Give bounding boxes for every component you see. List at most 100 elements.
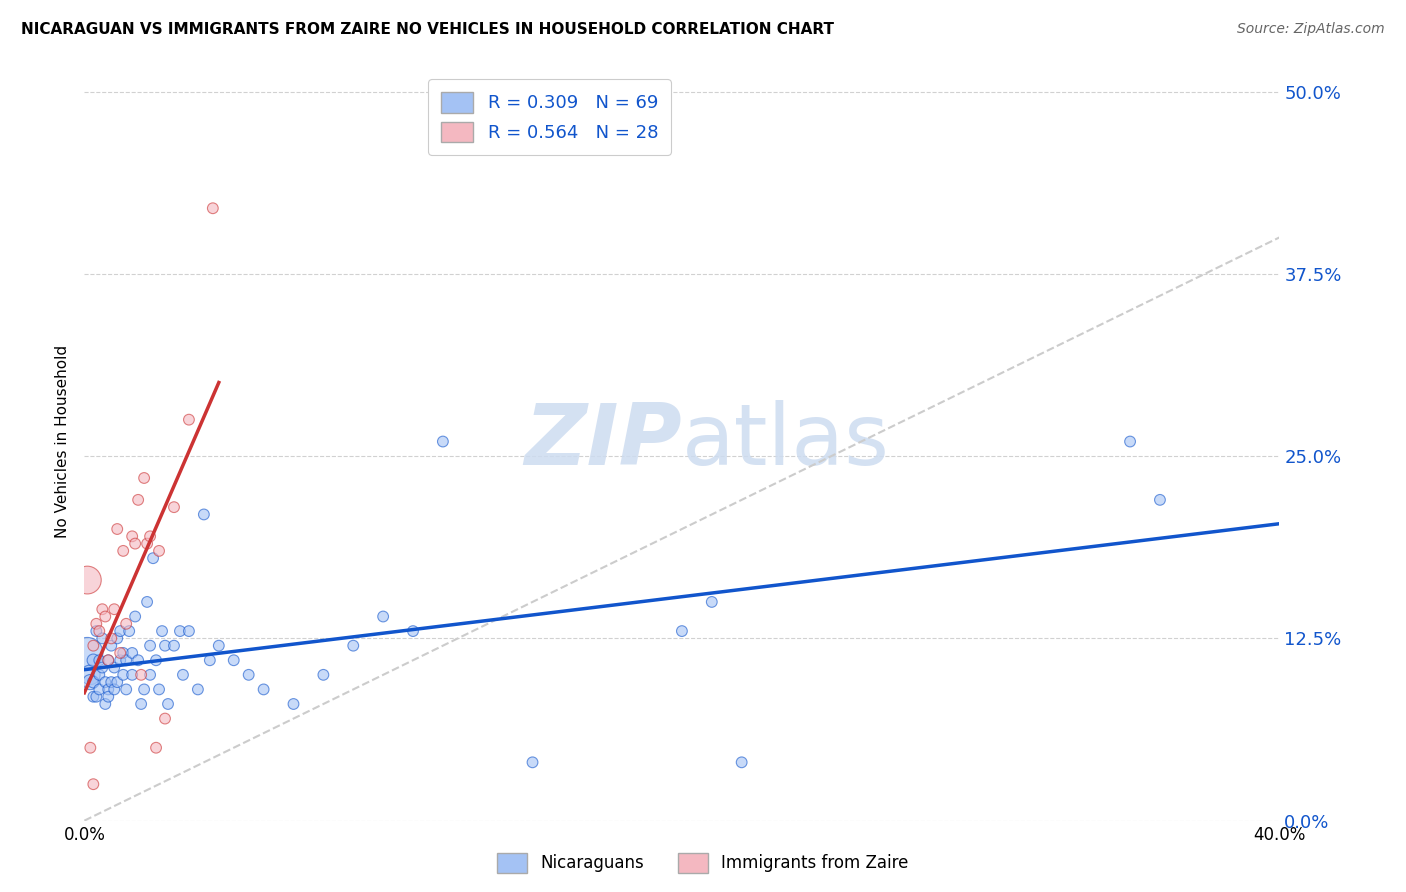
Point [238,668,260,682]
Point [124,536,146,550]
Point [91,660,114,674]
Point [402,624,425,639]
Point [79,675,101,690]
Point [94,675,117,690]
Point [82,777,104,791]
Point [79,668,101,682]
Point [136,595,159,609]
Point [139,668,162,682]
Point [89,653,111,667]
Point [671,624,693,639]
Point [163,500,186,515]
Point [522,756,544,770]
Point [82,639,104,653]
Text: ZIP: ZIP [524,400,682,483]
Point [198,653,221,667]
Legend: R = 0.309   N = 69, R = 0.564   N = 28: R = 0.309 N = 69, R = 0.564 N = 28 [427,79,671,155]
Point [100,632,122,646]
Point [127,653,149,667]
Point [148,682,170,697]
Point [142,551,165,566]
Point [148,544,170,558]
Point [153,639,176,653]
Point [121,646,143,660]
Point [112,646,135,660]
Point [201,201,224,215]
Point [312,668,335,682]
Point [97,682,120,697]
Point [105,522,128,536]
Point [193,508,215,522]
Point [432,434,454,449]
Point [132,471,156,485]
Point [110,624,132,639]
Point [373,609,395,624]
Point [115,616,138,631]
Point [177,624,200,639]
Point [342,639,364,653]
Point [100,639,122,653]
Point [82,675,104,690]
Point [731,756,754,770]
Point [115,653,138,667]
Point [132,682,156,697]
Point [110,646,132,660]
Point [129,697,152,711]
Point [177,412,200,426]
Point [97,690,120,704]
Point [121,529,143,543]
Point [145,653,167,667]
Point [129,668,152,682]
Point [82,653,104,667]
Point [103,602,125,616]
Point [700,595,723,609]
Text: Source: ZipAtlas.com: Source: ZipAtlas.com [1237,22,1385,37]
Point [139,639,162,653]
Point [153,712,176,726]
Point [91,602,114,616]
Point [86,690,108,704]
Point [89,624,111,639]
Point [139,529,162,543]
Point [121,668,143,682]
Point [86,624,108,639]
Point [89,668,111,682]
Point [124,609,146,624]
Text: NICARAGUAN VS IMMIGRANTS FROM ZAIRE NO VEHICLES IN HOUSEHOLD CORRELATION CHART: NICARAGUAN VS IMMIGRANTS FROM ZAIRE NO V… [21,22,834,37]
Point [112,668,135,682]
Point [157,697,180,711]
Point [76,646,98,660]
Point [136,536,159,550]
Point [97,653,120,667]
Point [89,682,111,697]
Point [105,675,128,690]
Point [103,660,125,674]
Point [110,653,132,667]
Point [208,639,231,653]
Point [283,697,305,711]
Point [100,675,122,690]
Point [118,624,141,639]
Point [82,690,104,704]
Point [97,653,120,667]
Point [112,544,135,558]
Point [163,639,186,653]
Y-axis label: No Vehicles in Household: No Vehicles in Household [55,345,70,538]
Point [94,697,117,711]
Point [86,616,108,631]
Point [222,653,245,667]
Point [79,740,101,755]
Point [1149,492,1171,507]
Point [94,609,117,624]
Legend: Nicaraguans, Immigrants from Zaire: Nicaraguans, Immigrants from Zaire [491,847,915,880]
Point [145,740,167,755]
Point [91,632,114,646]
Point [187,682,209,697]
Point [172,668,194,682]
Point [105,632,128,646]
Point [76,573,98,587]
Point [169,624,191,639]
Point [127,492,149,507]
Point [115,682,138,697]
Point [103,682,125,697]
